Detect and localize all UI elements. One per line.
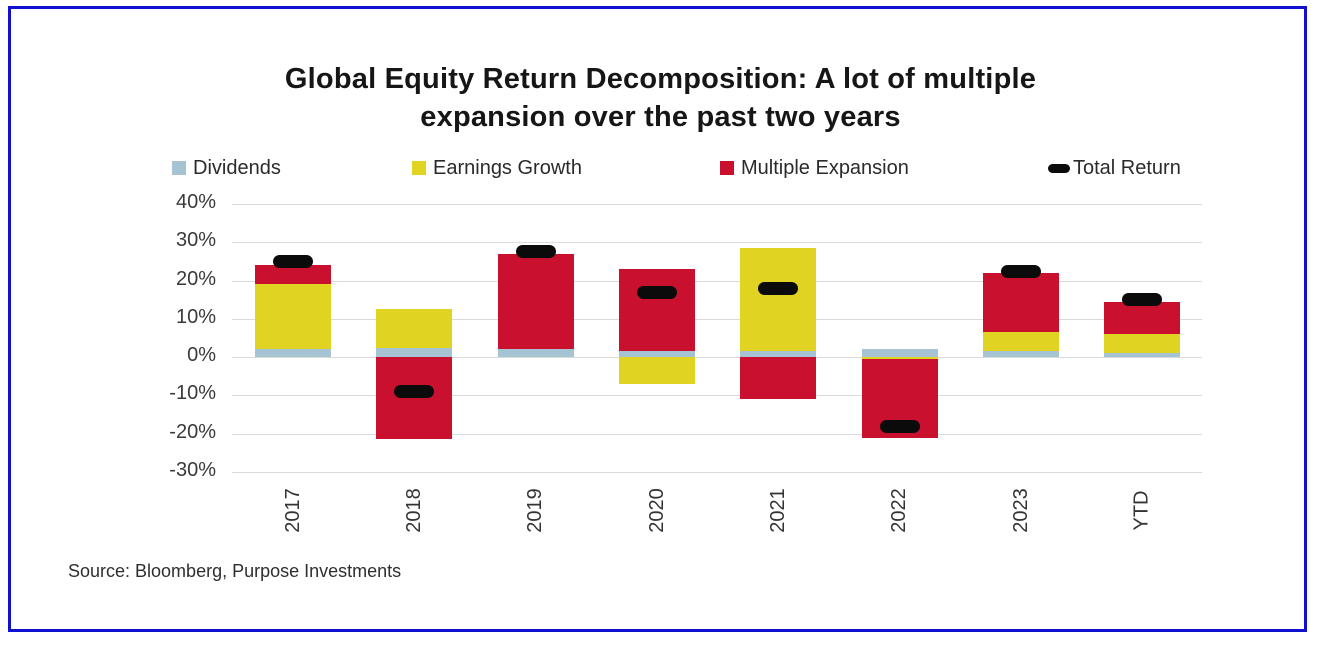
x-axis-category-text: 2022 <box>888 487 910 533</box>
x-axis-category-text: 2021 <box>766 487 789 533</box>
bar-segment-dividends <box>376 347 453 358</box>
legend-label: Total Return <box>1073 156 1181 179</box>
bar-segment-dividends <box>497 349 574 358</box>
x-axis-category-text: 2023 <box>1009 487 1032 533</box>
y-axis-tick-label: -30% <box>169 459 216 481</box>
x-axis-category-label: 2017 <box>261 478 325 542</box>
x-axis-category-label: 2023 <box>989 478 1053 542</box>
total-return-dash-icon <box>1048 163 1070 173</box>
bar-segment-dividends <box>740 351 817 358</box>
legend-item-multiple-expansion: Multiple Expansion <box>720 154 909 182</box>
gridline <box>232 472 1202 473</box>
total-return-marker <box>636 285 677 299</box>
bar-segment-earnings-growth <box>740 248 817 352</box>
y-axis-tick-label: -10% <box>169 382 216 405</box>
gridline <box>232 433 1202 435</box>
bar-segment-earnings-growth <box>861 357 938 360</box>
x-axis-category-text: 2018 <box>402 487 425 533</box>
legend-label: Earnings Growth <box>433 156 582 179</box>
bar-segment-multiple-expansion <box>1104 301 1181 335</box>
legend: Dividends Earnings Growth Multiple Expansi… <box>0 154 1321 182</box>
y-axis-tick-label: 20% <box>175 267 216 290</box>
bar-segment-multiple-expansion <box>618 269 695 352</box>
bar-segment-multiple-expansion <box>255 265 331 285</box>
total-return-marker <box>758 281 799 295</box>
y-axis-tick-label: 0% <box>187 344 216 367</box>
total-return-marker <box>1000 264 1041 278</box>
bar-segment-dividends <box>255 349 331 358</box>
bar-segment-dividends <box>861 349 938 358</box>
y-axis-labels: 40% 30% 20% 10% 0% -10% -20% -30% <box>120 191 216 481</box>
x-axis-category-text: 2020 <box>645 487 668 533</box>
bar-segment-earnings-growth <box>1104 334 1181 354</box>
x-axis-category-text: YTD <box>1130 490 1153 530</box>
bar-segment-earnings-growth <box>376 309 453 348</box>
x-axis-category-label: 2021 <box>746 478 810 542</box>
legend-swatch-icon <box>172 161 186 175</box>
source-note: Source: Bloomberg, Purpose Investments <box>68 561 402 581</box>
y-axis-tick-label: 10% <box>175 305 216 328</box>
y-axis-tick-label: 40% <box>175 191 216 213</box>
y-axis-tick-label: -20% <box>169 420 216 443</box>
bar-segment-earnings-growth <box>982 332 1059 352</box>
total-return-marker <box>879 419 920 433</box>
x-axis-category-label: 2022 <box>868 478 932 542</box>
total-return-marker <box>394 385 435 399</box>
y-axis-tick-label: 30% <box>175 229 216 252</box>
bar-segment-multiple-expansion <box>982 272 1059 333</box>
gridline <box>232 280 1202 282</box>
bar-segment-multiple-expansion <box>376 357 453 440</box>
bar-segment-dividends <box>1104 353 1181 358</box>
bar-segment-multiple-expansion <box>497 253 574 350</box>
legend-swatch-icon <box>720 161 734 175</box>
x-axis-category-label: 2019 <box>504 478 568 542</box>
x-axis-category-label: 2018 <box>382 478 446 542</box>
chart-title: Global Equity Return Decomposition: A lo… <box>0 60 1321 136</box>
bar-segment-earnings-growth <box>618 357 695 384</box>
legend-swatch-icon <box>412 161 426 175</box>
chart-title-line1: Global Equity Return Decomposition: A lo… <box>284 63 1037 95</box>
legend-item-total-return: Total Return <box>1048 154 1181 182</box>
gridline <box>232 242 1202 244</box>
total-return-marker <box>515 245 556 259</box>
legend-item-dividends: Dividends <box>172 154 281 182</box>
bar-segment-dividends <box>618 351 695 358</box>
total-return-marker <box>273 254 313 268</box>
total-return-marker <box>1122 293 1163 307</box>
x-axis-category-text: 2017 <box>281 487 304 533</box>
legend-label: Dividends <box>193 156 281 179</box>
x-axis-category-label: 2020 <box>625 478 689 542</box>
gridline <box>232 318 1202 320</box>
x-axis-category-text: 2019 <box>524 487 547 533</box>
bar-segment-earnings-growth <box>255 284 331 350</box>
plot-area <box>232 204 1202 473</box>
bar-segment-multiple-expansion <box>740 357 817 400</box>
gridline <box>232 204 1202 205</box>
gridline <box>232 395 1202 397</box>
legend-label: Multiple Expansion <box>741 156 909 179</box>
chart-title-line2: expansion over the past two years <box>420 101 901 133</box>
x-axis-labels: 2017 2018 2019 2020 2021 2022 2023 YTD <box>232 478 1202 544</box>
x-axis-category-label: YTD <box>1110 478 1174 542</box>
legend-item-earnings-growth: Earnings Growth <box>412 154 582 182</box>
bar-segment-dividends <box>982 351 1059 358</box>
gridline <box>232 357 1202 359</box>
